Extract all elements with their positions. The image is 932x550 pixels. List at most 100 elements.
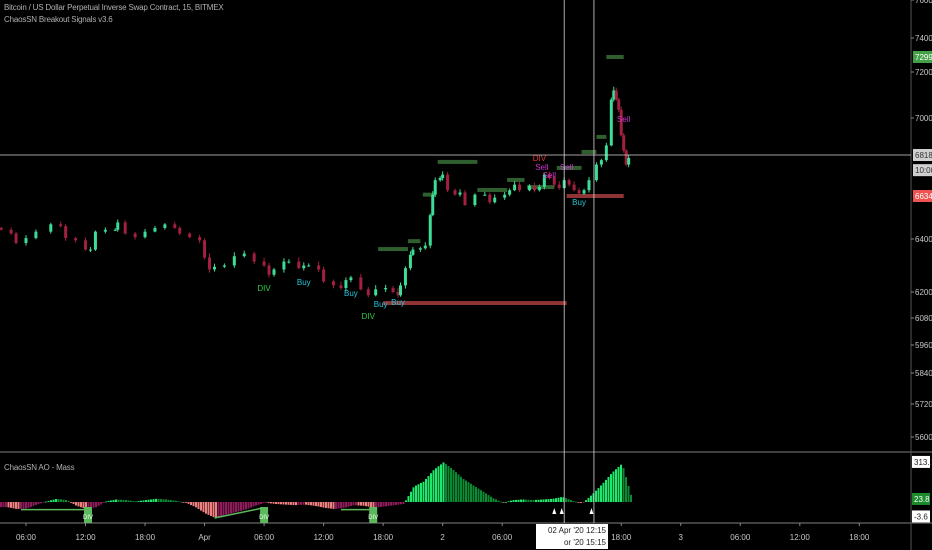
ao-bar (2, 502, 5, 508)
candle (232, 252, 236, 268)
ao-bar (502, 502, 505, 503)
ao-bar (462, 478, 465, 502)
ao-bar (167, 499, 170, 502)
candle (297, 257, 301, 270)
ao-bar (107, 500, 110, 502)
triangle-up-icon (552, 508, 557, 514)
ao-bar (87, 502, 90, 509)
ao-bar (275, 502, 277, 504)
candle-body (88, 249, 92, 251)
levels (378, 55, 624, 306)
candle-body (349, 277, 353, 281)
resistance-level (507, 177, 525, 182)
signal-buy: Buy (572, 198, 586, 207)
ao-bar (560, 497, 562, 502)
candle-body (49, 224, 53, 232)
ao-bar (622, 468, 625, 502)
ao-bar (270, 502, 272, 504)
symbol-legend[interactable]: Bitcoin / US Dollar Perpetual Inverse Sw… (4, 3, 224, 12)
candle (366, 286, 370, 298)
ao-bar (447, 466, 450, 502)
ao-bar (175, 500, 177, 502)
candle (473, 193, 477, 207)
ao-value-label: -3.6 (914, 512, 928, 521)
candle (441, 171, 445, 181)
ao-bar (245, 502, 247, 510)
ao-bar (527, 499, 530, 502)
ao-bar (222, 502, 225, 516)
candle (483, 191, 487, 196)
candle-body (123, 222, 127, 234)
ao-bar (115, 499, 117, 502)
ao-bar (550, 498, 552, 502)
ao-bar (37, 502, 40, 505)
ao-bar (95, 502, 97, 508)
ao-bar (127, 500, 130, 502)
ao-bar (240, 502, 242, 511)
candle-body (513, 184, 517, 191)
ao-bar (570, 500, 572, 502)
ao-bar (510, 500, 512, 502)
ao-bar (610, 474, 612, 502)
time-tick-label: Apr (198, 533, 211, 542)
candle (0, 226, 3, 231)
ao-div-badge (260, 507, 269, 523)
ao-bar (387, 502, 390, 506)
candle-body (488, 194, 492, 203)
ao-bar (602, 482, 605, 502)
time-tick-label: 06:00 (492, 533, 513, 542)
ao-bar (400, 502, 402, 505)
ao-bar (362, 502, 365, 506)
ao-bar (315, 502, 317, 507)
resistance-level (556, 165, 582, 170)
ao-bar (450, 468, 452, 502)
ao-bar (500, 501, 502, 503)
ao-bar (402, 502, 405, 504)
candle-body (232, 256, 236, 266)
candle-body (396, 292, 400, 296)
ao-bar (212, 502, 215, 518)
signal-div_bull: DIV (257, 284, 271, 293)
candle-body (557, 184, 561, 188)
candle (24, 235, 28, 246)
candle (614, 87, 618, 101)
price-tick-label: 6080.0 (915, 314, 932, 323)
ao-bar (522, 499, 525, 502)
ao-bar (625, 477, 627, 502)
oscillator-legend[interactable]: ChaosSN AO - Mass (4, 463, 75, 472)
candle (609, 97, 613, 147)
ao-bar (587, 497, 590, 502)
ao-bar (350, 502, 352, 507)
candle-body (133, 233, 137, 238)
ao-bar (247, 502, 250, 509)
candle (267, 262, 271, 278)
candle-body (473, 194, 477, 206)
ao-bar (180, 501, 182, 503)
ao-bar (465, 480, 467, 502)
price-tick-label: 7200.0 (915, 68, 932, 77)
ao-bar (292, 502, 295, 506)
ao-bar (562, 497, 565, 502)
ao-bar (597, 488, 600, 502)
ao-bar (372, 502, 375, 508)
candle-body (0, 227, 3, 230)
candle (587, 177, 591, 193)
candle (133, 232, 137, 240)
ao-bar (130, 500, 132, 502)
indicator-legend[interactable]: ChaosSN Breakout Signals v3.6 (4, 15, 113, 24)
candle (93, 230, 97, 251)
ao-bar (197, 502, 200, 509)
ao-bar (580, 502, 582, 503)
ao-bar (255, 502, 257, 506)
candle-body (567, 180, 571, 185)
ao-bar (257, 502, 260, 505)
ao-value-label: 313.1 (914, 458, 932, 467)
ao-bar (317, 502, 320, 507)
candle (599, 158, 603, 168)
ao-bar (347, 502, 350, 507)
time-tick-label: 06:00 (730, 533, 751, 542)
candle-body (614, 90, 618, 100)
ao-bar (432, 470, 435, 502)
candle-body (93, 231, 97, 250)
